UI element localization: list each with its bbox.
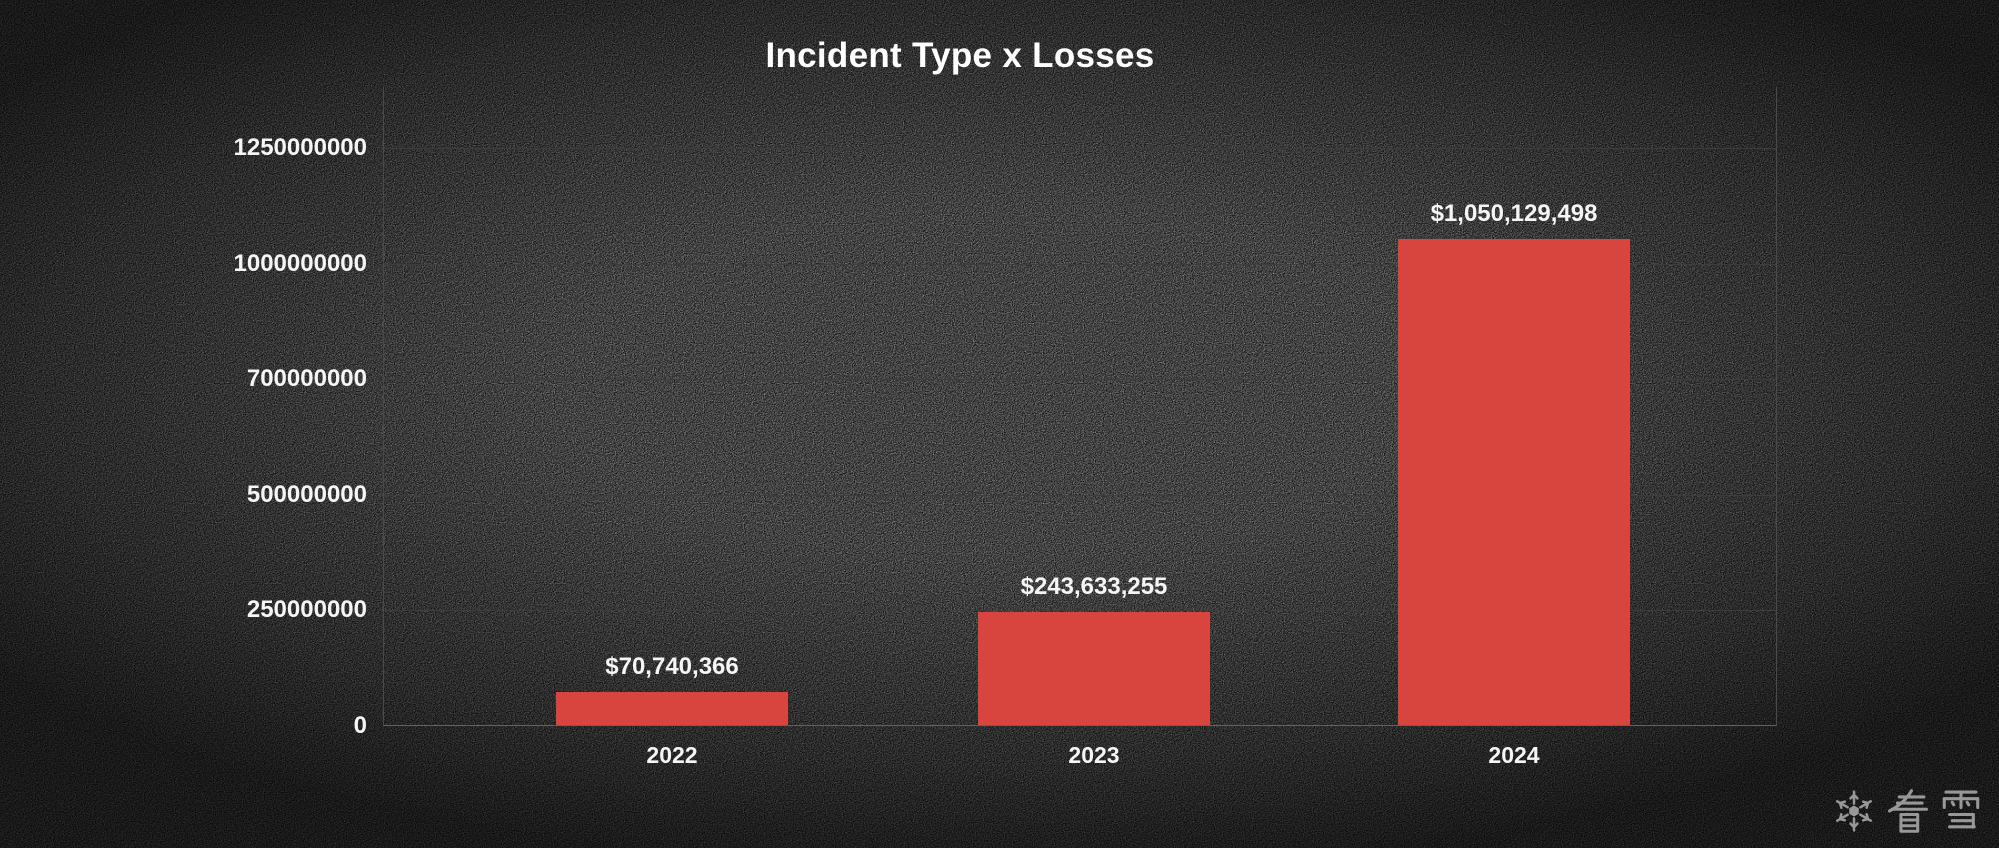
snowflake-icon (1834, 790, 1874, 832)
x-axis-tick-label: 2022 (646, 742, 698, 768)
y-axis: 1250000000 1000000000 700000000 50000000… (0, 0, 367, 848)
y-axis-tick-label: 1250000000 (233, 134, 367, 161)
y-axis-tick-label: 250000000 (246, 596, 367, 623)
y-axis-tick-label: 700000000 (246, 365, 367, 392)
bar-value-label: $243,633,255 (1020, 573, 1168, 600)
plot-area: $70,740,366 2022 $243,633,255 2023 $1,05… (383, 87, 1777, 768)
bar-2022 (556, 692, 788, 725)
bar-2023 (978, 612, 1210, 725)
y-axis-tick-label: 0 (353, 712, 367, 739)
bar-value-label: $70,740,366 (605, 653, 739, 680)
y-axis-tick-label: 1000000000 (233, 250, 367, 277)
kanxue-watermark: 看雪 (1831, 788, 1983, 834)
chart-title: Incident Type x Losses (765, 36, 1155, 75)
gridline (384, 148, 1776, 149)
bar-2024 (1398, 239, 1630, 725)
y-axis-tick-label: 500000000 (246, 481, 367, 508)
hanzi-kan-icon (1887, 789, 1929, 833)
x-axis-tick-label: 2023 (1068, 742, 1120, 768)
bar-value-label: $1,050,129,498 (1430, 200, 1598, 227)
x-axis-tick-label: 2024 (1488, 742, 1540, 768)
hanzi-xue-icon (1942, 790, 1980, 829)
